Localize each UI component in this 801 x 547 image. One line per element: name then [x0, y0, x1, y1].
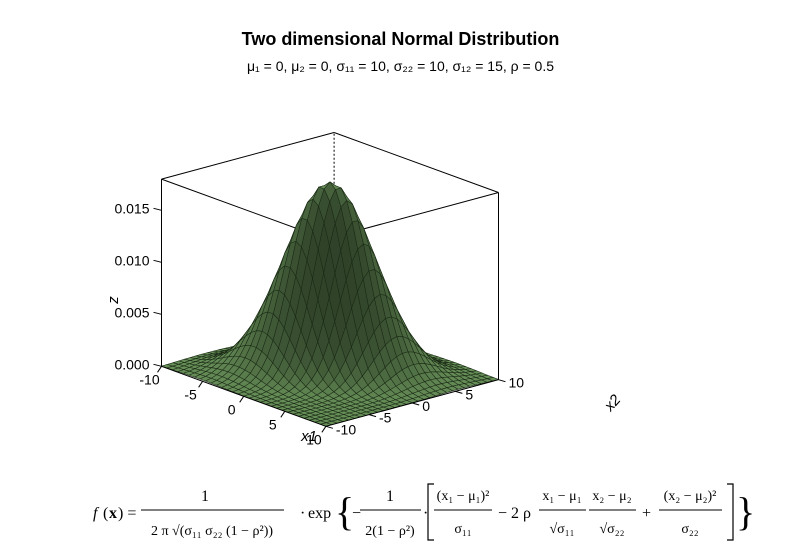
y-tick-mark — [368, 414, 377, 418]
y-tick-mark — [498, 379, 506, 383]
y-tick-label: -10 — [336, 421, 356, 437]
formula-term2b-num: x₂ − μ₂ — [592, 489, 631, 504]
formula-term1-num: (x₁ − μ₁)² — [437, 489, 490, 504]
formula-term2a-den: √σ₁₁ — [550, 522, 575, 537]
chart-subtitle: μ₁ = 0, μ₂ = 0, σ₁₁ = 10, σ₂₂ = 10, σ₁₂ … — [246, 58, 555, 74]
z-tick-label: 0.010 — [114, 252, 149, 268]
surface-mesh — [161, 181, 499, 427]
formula-term1-den: σ₁₁ — [454, 522, 471, 537]
svg-text:(: ( — [103, 505, 108, 522]
svg-text:x: x — [109, 505, 117, 522]
y-tick-label: 0 — [422, 398, 430, 414]
z-tick-mark — [153, 311, 162, 315]
formula-inner-den: 2(1 − ρ²) — [365, 524, 415, 539]
svg-text:}: } — [736, 489, 755, 534]
formula-term3-den: σ₂₂ — [681, 522, 698, 537]
y-tick-mark — [412, 402, 420, 406]
box-edge — [161, 132, 335, 180]
formula-term3-num: (x₂ − μ₂)² — [664, 489, 717, 504]
x-tick-label: 10 — [306, 431, 322, 447]
x-tick-mark — [280, 411, 286, 418]
formula-term2a-num: x₁ − μ₁ — [542, 489, 581, 504]
formula-exp: exp — [308, 505, 331, 522]
svg-text:+: + — [642, 505, 651, 522]
density-formula: f ( x ) = 1 2 π √(σ₁₁ σ₂₂ (1 − ρ²)) · ex… — [93, 483, 755, 541]
y-tick-mark — [325, 425, 334, 429]
y-axis-label: x2 — [600, 391, 624, 415]
formula-term2-coef: − 2 ρ — [498, 505, 531, 522]
x-tick-mark — [157, 366, 162, 373]
chart-title: Two dimensional Normal Distribution — [241, 29, 560, 49]
y-tick-label: -5 — [379, 410, 392, 426]
x-tick-label: -5 — [184, 386, 197, 402]
x-tick-label: -10 — [139, 371, 159, 387]
svg-text:{: { — [335, 489, 354, 534]
formula-denominator: 2 π √(σ₁₁ σ₂₂ (1 − ρ²)) — [151, 524, 273, 539]
formula-term2b-den: √σ₂₂ — [600, 522, 625, 537]
z-tick-mark — [153, 259, 162, 263]
x-tick-mark — [239, 396, 245, 403]
x-tick-label: 0 — [228, 401, 236, 417]
y-tick-label: 10 — [509, 375, 525, 391]
svg-text:) =: ) = — [118, 505, 136, 522]
z-tick-mark — [153, 363, 162, 367]
z-tick-label: 0.000 — [114, 356, 149, 372]
x-tick-mark — [321, 426, 327, 433]
x-tick-mark — [198, 381, 204, 388]
y-tick-mark — [455, 390, 463, 394]
formula-inner-num: 1 — [386, 488, 394, 505]
box-edge — [333, 132, 499, 193]
z-tick-label: 0.005 — [114, 304, 149, 320]
formula-numerator: 1 — [201, 488, 209, 505]
x-axis-label: x1 — [300, 428, 317, 445]
z-tick-mark — [153, 207, 162, 211]
z-axis-label: z — [105, 296, 122, 305]
y-tick-label: 5 — [465, 386, 473, 402]
axis-ticks: -10 -5 0 5 10 -10 -5 0 5 10 0.000 0.005 0.010 0.015 — [114, 200, 524, 447]
svg-text:·: · — [423, 505, 428, 522]
svg-text:−: − — [352, 505, 361, 522]
x-tick-label: 5 — [269, 416, 277, 432]
svg-text:f: f — [93, 505, 100, 522]
z-tick-label: 0.015 — [114, 200, 149, 216]
svg-text:·: · — [300, 505, 305, 522]
